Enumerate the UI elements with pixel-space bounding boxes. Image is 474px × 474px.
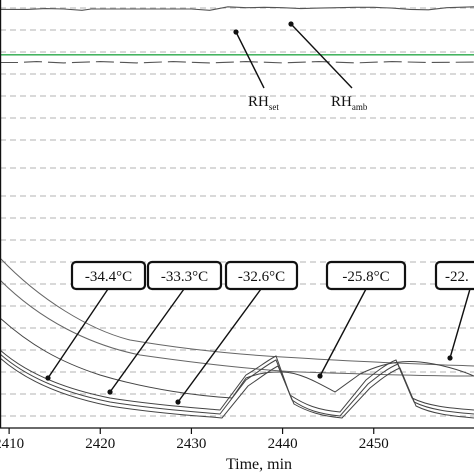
temperature-curve bbox=[0, 279, 474, 377]
rh-set-sub: set bbox=[269, 102, 279, 112]
annotation-dot bbox=[107, 389, 113, 395]
temperature-curve bbox=[0, 353, 474, 417]
temp-label-1: -34.4°C bbox=[70, 260, 147, 291]
temp-label-2: -33.3°C bbox=[146, 260, 223, 291]
x-tick-label: 2410 bbox=[0, 436, 24, 452]
annotation-dot bbox=[233, 29, 239, 35]
annotation-dot bbox=[447, 355, 453, 361]
series-line bbox=[0, 6, 474, 11]
rh-amb-sub: amb bbox=[352, 102, 368, 112]
temp-label-3-text: -32.6°C bbox=[238, 269, 285, 285]
annotation-dot bbox=[45, 375, 51, 381]
temp-label-3: -32.6°C bbox=[224, 260, 299, 291]
annotation-leader bbox=[290, 23, 353, 89]
temperature-curve bbox=[0, 317, 474, 399]
temperature-curves bbox=[0, 257, 474, 419]
temp-label-2-text: -33.3°C bbox=[161, 269, 208, 285]
temp-label-5: -22. bbox=[434, 260, 474, 291]
annotation-dot bbox=[288, 21, 294, 27]
annotation-leader bbox=[449, 288, 471, 359]
temp-label-1-text: -34.4°C bbox=[85, 269, 132, 285]
temperature-curve bbox=[0, 357, 474, 419]
annotation-leader bbox=[109, 288, 185, 393]
rh-set-label: RHset bbox=[248, 94, 279, 112]
annotation-dot bbox=[175, 399, 181, 405]
annotation-leader bbox=[235, 31, 265, 89]
x-ticks: 2410 2420 2430 2440 2450 bbox=[0, 428, 389, 452]
temp-label-4-text: -25.8°C bbox=[342, 269, 389, 285]
x-tick-label: 2420 bbox=[85, 436, 115, 452]
annotation-dot bbox=[317, 373, 323, 379]
x-tick-label: 2430 bbox=[176, 436, 206, 452]
temperature-curve bbox=[0, 349, 474, 413]
x-axis-title: Time, min bbox=[226, 456, 292, 473]
annotation-leader bbox=[319, 288, 367, 377]
temp-label-4: -25.8°C bbox=[325, 260, 407, 291]
x-tick-label: 2440 bbox=[268, 436, 298, 452]
series-layer bbox=[0, 6, 474, 64]
series-line bbox=[0, 61, 474, 64]
temp-label-5-text: -22. bbox=[445, 269, 469, 285]
annotation-leaders bbox=[45, 21, 471, 405]
annotation-leader bbox=[47, 288, 109, 379]
rh-set-main: RH bbox=[248, 94, 269, 110]
annotation-leader bbox=[177, 288, 262, 403]
rh-amb-label: RHamb bbox=[331, 94, 368, 112]
rh-amb-main: RH bbox=[331, 94, 352, 110]
x-tick-label: 2450 bbox=[359, 436, 389, 452]
